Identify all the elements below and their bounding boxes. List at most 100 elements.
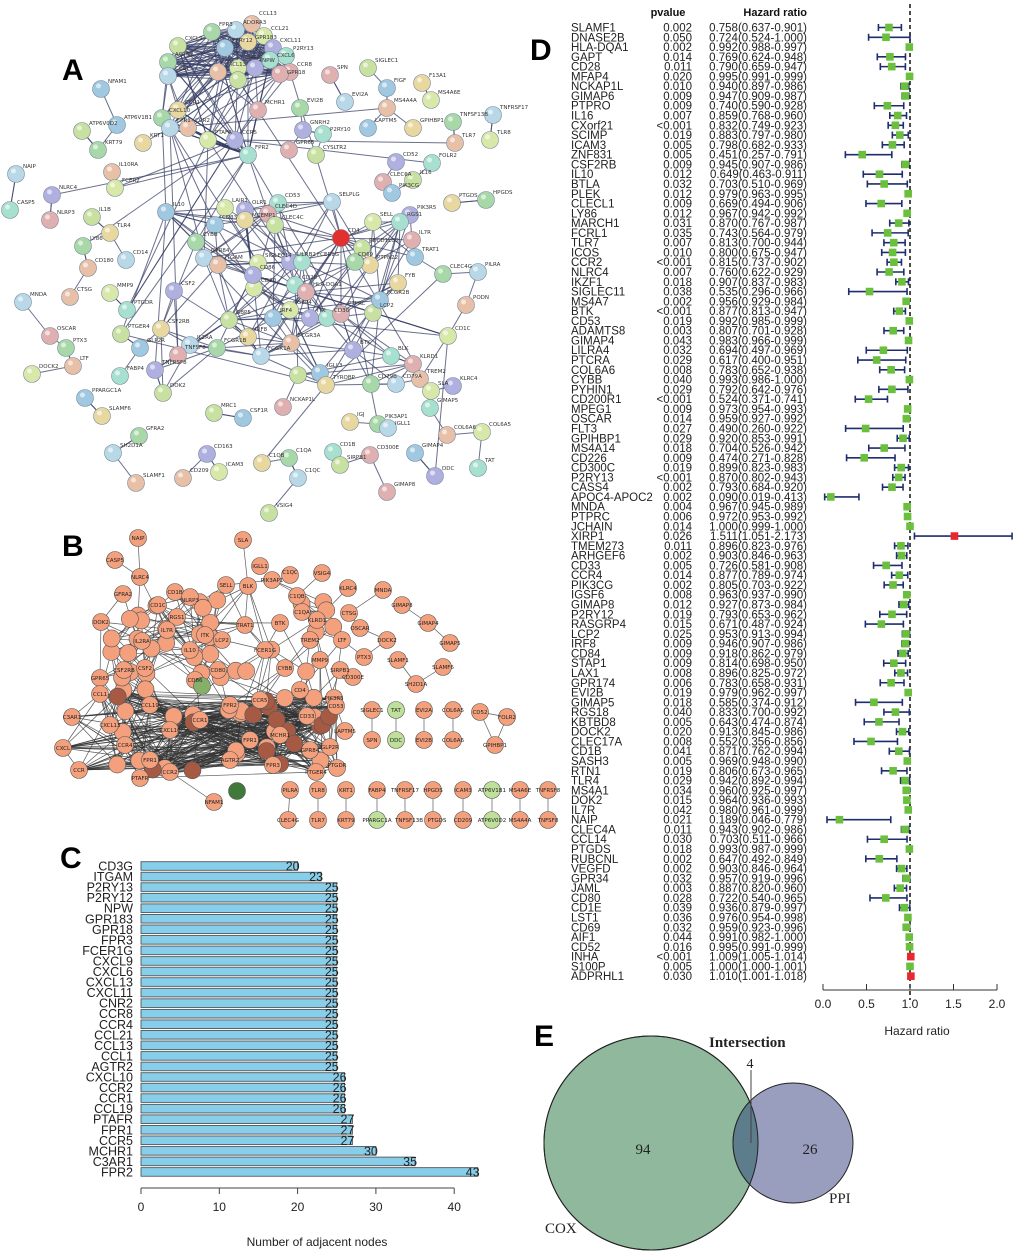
gene-label: NFAM1 — [205, 800, 224, 806]
network-a-edge — [289, 299, 381, 311]
gene-label: TLR7 — [310, 818, 325, 824]
network-a-node — [161, 119, 179, 137]
pvalue: 0.002 — [663, 23, 692, 35]
network-a-node — [291, 99, 309, 117]
sphere-highlight — [213, 259, 218, 265]
protein-label: SIGLEC14 — [265, 253, 292, 259]
network-a-node — [43, 186, 61, 204]
hazard-ratio-ci: 0.903(0.846-0.964) — [709, 864, 807, 876]
pvalue: 0.010 — [663, 81, 692, 93]
forest-x-tick-label: 0.5 — [858, 997, 875, 1011]
network-b-edge — [279, 622, 307, 672]
ppi-network-cytoscape: NAIP SLA CASP5 NLRC4 IGLL1 PIK3AP1 C1QC VSIG4 KL… — [54, 529, 561, 829]
pvalue: 0.012 — [663, 189, 692, 201]
protein-node-sphere — [378, 99, 396, 117]
network-a-node — [318, 309, 336, 327]
gene-label: GIMAP8 — [391, 603, 413, 609]
gene-name: STAP1 — [571, 658, 607, 670]
network-a-node — [199, 131, 217, 149]
protein-node-sphere — [203, 23, 221, 41]
hazard-ratio-point — [904, 913, 912, 922]
protein-label: GPR183 — [255, 35, 277, 41]
gene-name: MNDA — [571, 502, 605, 514]
network-a-edge — [261, 384, 327, 464]
protein-node-sphere — [378, 483, 396, 501]
sphere-highlight — [410, 251, 415, 257]
gene-node — [234, 531, 252, 549]
pvalue: 0.008 — [663, 365, 692, 377]
protein-node-sphere — [379, 419, 397, 437]
network-b-node — [102, 629, 121, 648]
forest-x-tick-label: 0.0 — [815, 997, 832, 1011]
protein-label: FCGR2B — [387, 290, 410, 296]
gene-name: GIMAP6 — [571, 91, 614, 103]
network-a-node — [154, 384, 172, 402]
gene-node — [511, 811, 529, 829]
gene-name: CLECL1 — [571, 199, 614, 211]
hazard-ratio-point — [903, 512, 912, 521]
gene-name: LCP2 — [571, 629, 600, 641]
gene-node — [63, 708, 81, 726]
protein-node-sphere — [57, 339, 75, 357]
protein-node-sphere — [89, 141, 107, 159]
hazard-ratio-ci: 0.887(0.820-0.960) — [709, 883, 807, 895]
sphere-highlight — [285, 304, 290, 310]
gene-label: NLRC4 — [131, 575, 150, 581]
hazard-ratio-point — [899, 649, 907, 658]
network-b-node — [201, 645, 220, 663]
hazard-ratio-point — [906, 952, 915, 961]
protein-label: FCGR1B — [224, 338, 247, 344]
gene-label: CCL19 — [141, 703, 159, 709]
gene-name: CLEC17A — [571, 736, 622, 748]
sphere-highlight — [161, 206, 166, 212]
network-a-node — [434, 265, 452, 283]
gene-label: LCP2 — [215, 638, 229, 644]
protein-label: GIMAP8 — [394, 482, 416, 488]
hazard-ratio-ci: 1.010(1.001-1.018) — [709, 971, 807, 983]
protein-label: CD53 — [285, 193, 301, 199]
gene-label: LAPTM5 — [334, 729, 356, 735]
gene-node — [415, 731, 433, 749]
hazard-ratio-point — [889, 766, 897, 775]
protein-node-sphere — [364, 213, 382, 231]
gene-label: SH2D1A — [405, 682, 428, 688]
bar-category-label: FCER1G — [82, 944, 133, 958]
protein-node-sphere — [161, 119, 179, 137]
gene-label: MS4A6E — [509, 788, 532, 794]
network-a-edge — [177, 73, 281, 111]
bar-category-label: CNR2 — [99, 997, 133, 1011]
protein-label: IGLL3 — [327, 363, 343, 369]
pvalue: 0.002 — [663, 864, 692, 876]
network-a-edge — [167, 61, 236, 141]
gene-node — [454, 781, 472, 799]
gene-node — [298, 707, 316, 725]
gene-node — [129, 529, 147, 547]
gene-node — [131, 769, 149, 787]
gene-label: CYBB — [278, 666, 293, 672]
protein-label: PODN — [473, 295, 489, 301]
gene-name: NCKAP1L — [571, 81, 624, 93]
bar-category-label: FPR2 — [101, 1165, 133, 1179]
ppi-set-label: PPI — [829, 1191, 851, 1207]
protein-node-sphere — [208, 339, 226, 357]
network-a-node — [108, 116, 126, 134]
protein-label: C1QB — [269, 453, 285, 459]
protein-label: FCER2 — [122, 178, 140, 184]
bar-category-label: GPR183 — [85, 912, 133, 926]
gene-node — [116, 736, 134, 754]
sphere-highlight — [212, 342, 217, 348]
protein-node-sphere — [317, 376, 335, 394]
hazard-ratio-ci: 0.870(0.767-0.987) — [709, 218, 807, 230]
gene-label: MCHR1 — [270, 733, 290, 739]
pvalue: 0.018 — [663, 443, 692, 455]
pvalue: 0.003 — [663, 326, 692, 338]
hazard-ratio-point — [877, 199, 886, 208]
network-a-edge — [214, 224, 291, 263]
network-b-edge — [164, 764, 274, 769]
network-a-node — [271, 65, 289, 83]
bar-value-label: 25 — [325, 965, 339, 979]
gene-name: RGS18 — [571, 707, 609, 719]
gene-name: ICAM3 — [571, 140, 606, 152]
pvalue: 0.020 — [663, 71, 692, 83]
network-a-node — [93, 407, 111, 425]
